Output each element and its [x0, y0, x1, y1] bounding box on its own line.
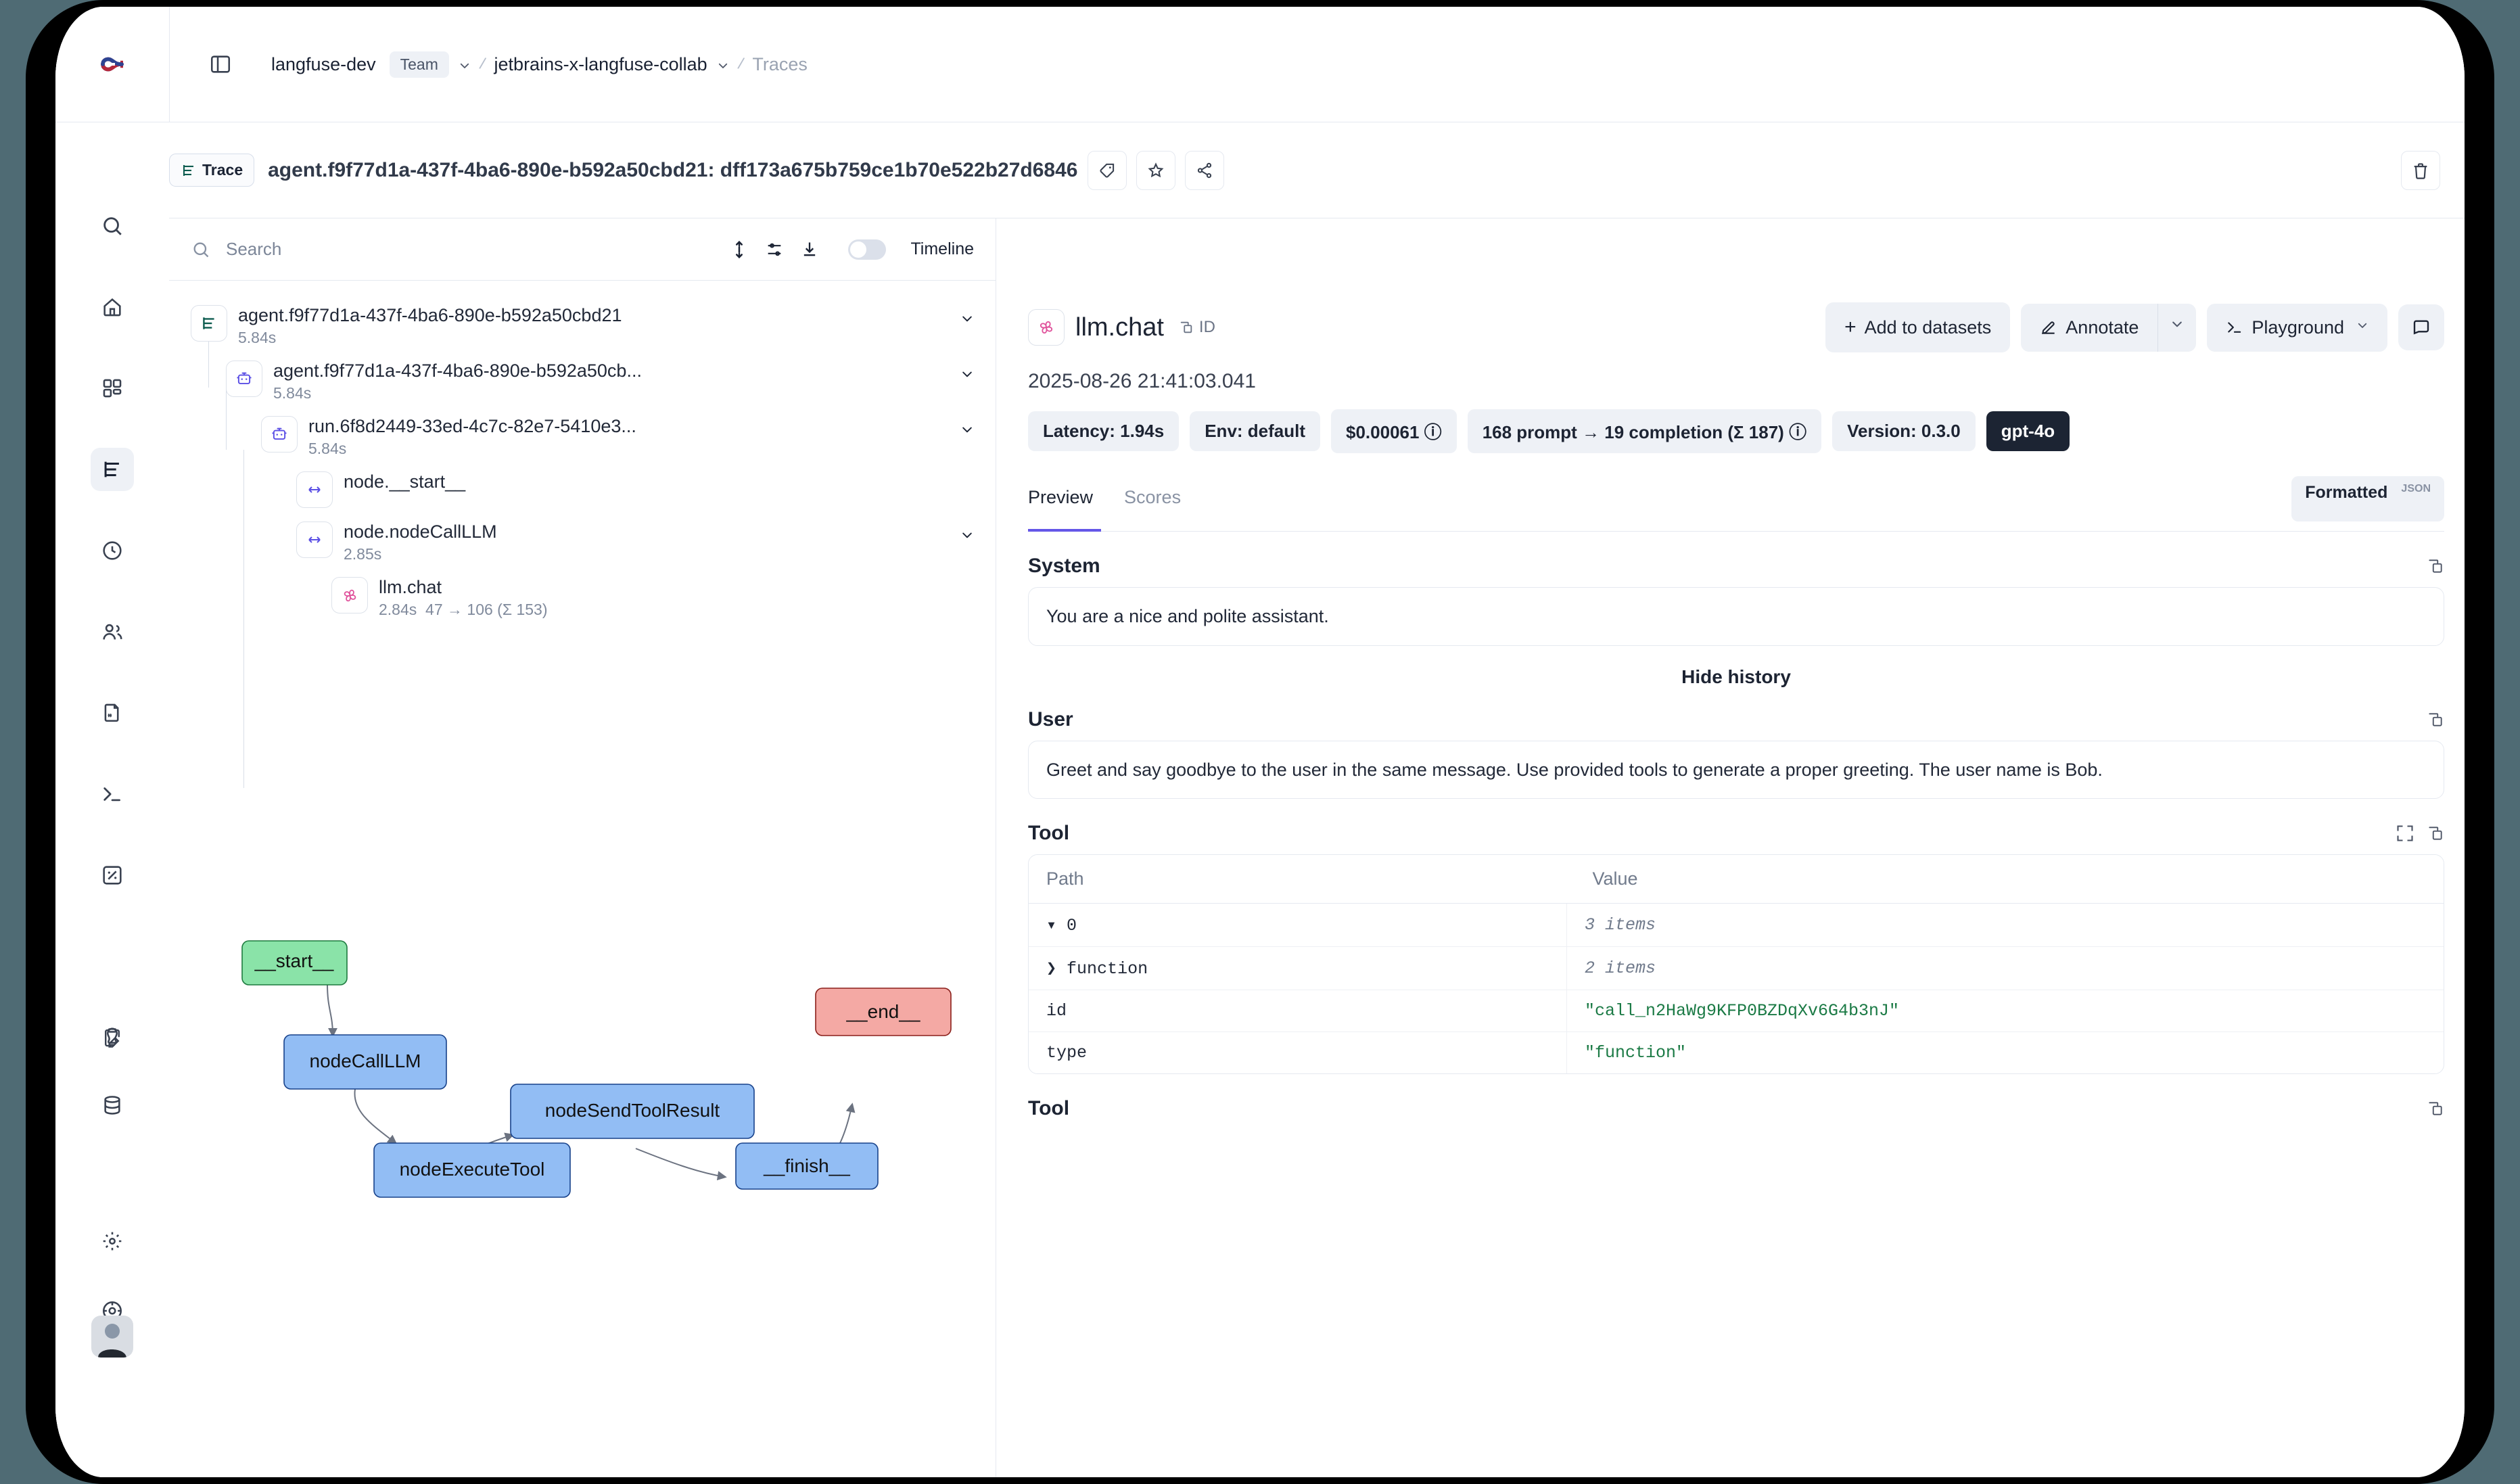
svg-text:nodeSendToolResult: nodeSendToolResult [545, 1100, 720, 1121]
svg-text:__start__: __start__ [254, 950, 334, 971]
svg-text:__finish__: __finish__ [763, 1155, 850, 1176]
svg-text:nodeCallLLM: nodeCallLLM [310, 1050, 421, 1071]
svg-text:__end__: __end__ [845, 1001, 920, 1022]
svg-text:nodeExecuteTool: nodeExecuteTool [400, 1159, 545, 1180]
